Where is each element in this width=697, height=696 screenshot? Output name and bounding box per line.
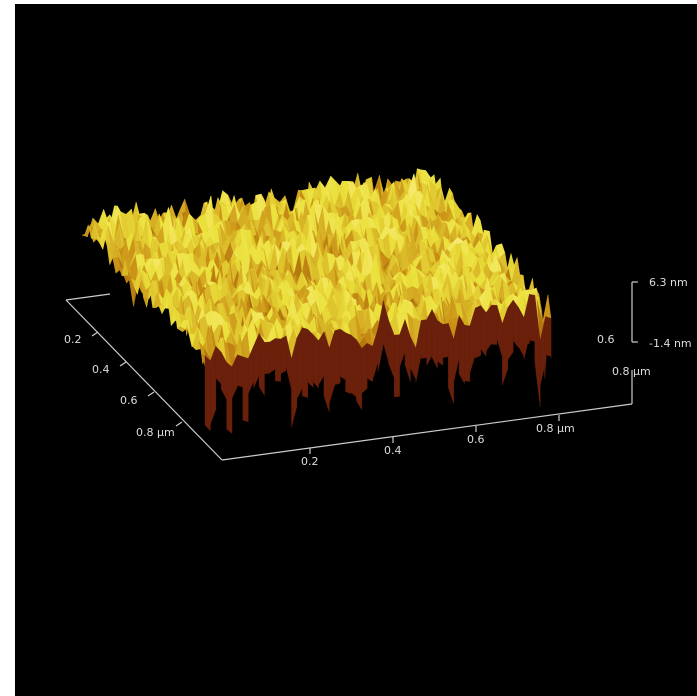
surface-side (204, 355, 211, 432)
surface-side (215, 345, 222, 385)
surface-side (529, 293, 535, 342)
surface-side (275, 338, 281, 382)
surface-side (431, 309, 438, 369)
surface-side (258, 332, 265, 397)
surface-side (302, 327, 308, 398)
surface-side (296, 327, 303, 399)
surface-side (448, 323, 454, 404)
z-tick-label: 6.3 nm (649, 276, 688, 289)
left-tick-label: 0.6 (120, 394, 138, 407)
left-tick-label: 0.2 (64, 333, 82, 346)
surface (81, 168, 552, 434)
surface-side (426, 309, 433, 366)
front-axis-line (221, 403, 633, 461)
surface-side (512, 299, 519, 349)
surface-side (377, 300, 384, 372)
surface-side (545, 316, 552, 357)
surface-side (318, 331, 325, 386)
surface-side (231, 354, 238, 399)
left-axis-line (65, 299, 223, 461)
left-tick-label: 0.4 (92, 363, 110, 376)
surface-side (356, 338, 362, 411)
surface-side (404, 319, 411, 383)
surface-side (339, 328, 346, 381)
surface-side (280, 335, 287, 375)
front-tick-label: 0.4 (384, 444, 402, 457)
front-tick-label: 0.6 (467, 433, 485, 446)
surface-side (312, 334, 319, 389)
surface-side (334, 328, 341, 386)
surface-side (366, 342, 373, 382)
surface-side (539, 316, 546, 386)
surface-side (307, 328, 314, 388)
surface-side (491, 304, 498, 345)
surface-side (507, 299, 514, 361)
surface-side (264, 341, 271, 374)
surface-side (329, 330, 335, 403)
axes (65, 281, 638, 461)
surface-side (323, 331, 330, 413)
surface-side (458, 314, 465, 385)
surface-side (350, 334, 357, 398)
surface-side (345, 332, 352, 395)
surface-side (361, 342, 368, 394)
left-tick (147, 391, 155, 397)
surface-side (242, 356, 249, 423)
surface-side (485, 304, 492, 352)
surface-side (475, 305, 481, 359)
left-tick (91, 331, 99, 337)
right-tick-label: 0.8 µm (612, 365, 651, 378)
surface-side (226, 362, 233, 434)
surface-side (437, 320, 444, 366)
surface-side (442, 323, 449, 358)
surface-side (534, 295, 541, 407)
front-tick-label: 0.8 µm (536, 422, 575, 435)
surface-side (421, 319, 427, 359)
surface-side (291, 337, 298, 428)
left-tick-label: 0.8 µm (136, 426, 175, 439)
surface-side (480, 304, 487, 357)
surface-side (269, 338, 276, 373)
surface-side (464, 324, 471, 382)
back-axis-line (65, 293, 111, 301)
z-tick-label: -1.4 nm (649, 337, 692, 350)
surface-side (394, 334, 400, 397)
surface-side (502, 307, 508, 385)
surface-side (210, 346, 217, 425)
front-tick-label: 0.2 (301, 455, 319, 468)
right-tick-label: 0.6 (597, 333, 615, 346)
surface-side (237, 354, 244, 388)
left-tick (175, 421, 183, 427)
left-tick (119, 361, 127, 367)
